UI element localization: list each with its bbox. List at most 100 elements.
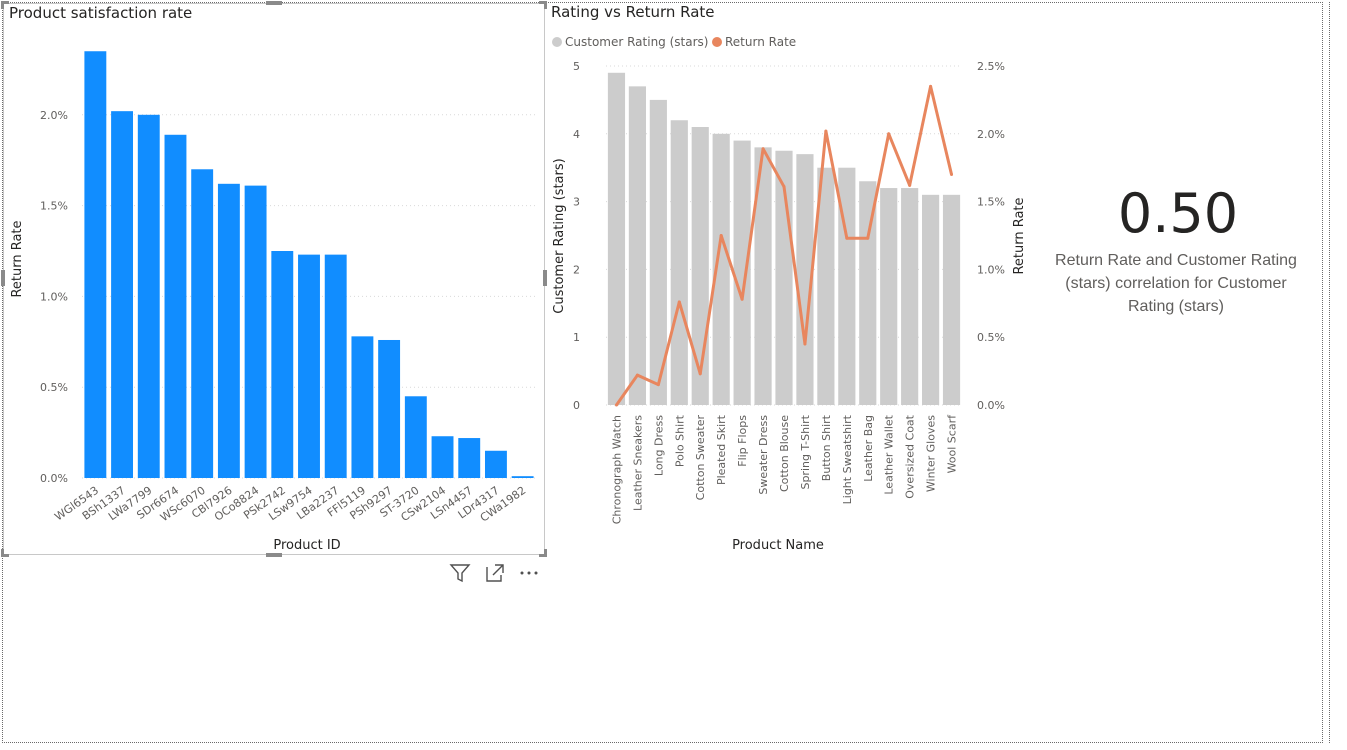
return-rate-point <box>614 403 618 407</box>
rating-bar <box>607 72 626 405</box>
rating-bar <box>942 194 961 405</box>
resize-handle-right[interactable] <box>543 270 547 286</box>
bar <box>217 183 240 479</box>
resize-handle-corner-tr-v[interactable] <box>544 1 547 9</box>
product-satisfaction-visual[interactable]: Product satisfaction rate 0.0% 0.5% 1.0% 1.… <box>3 3 545 555</box>
y-axis-title: Return Rate <box>10 220 25 297</box>
y-left-tick-label: 5 <box>573 60 580 73</box>
resize-handle-corner-tr[interactable] <box>539 1 547 4</box>
resize-handle-corner-bl[interactable] <box>1 554 9 557</box>
x-tick-label: Leather Sneakers <box>631 415 644 511</box>
bar <box>244 185 267 478</box>
y-left-tick-label: 2 <box>573 263 580 276</box>
y-left-tick-label: 3 <box>573 196 580 209</box>
canvas-edge <box>1329 2 1330 743</box>
rating-bar <box>796 154 814 405</box>
filter-icon[interactable] <box>449 562 471 588</box>
x-tick-label: Long Dress <box>652 415 665 476</box>
resize-handle-corner-tl-v[interactable] <box>1 1 4 9</box>
legend: Customer Rating (stars) Return Rate <box>552 35 796 49</box>
x-tick-label: Cotton Sweater <box>694 415 707 501</box>
x-tick-label: Flip Flops <box>736 415 749 467</box>
bar <box>111 111 134 478</box>
visual-header <box>446 562 546 586</box>
y-left-axis-title: Customer Rating (stars) <box>552 158 567 313</box>
correlation-value: 0.50 <box>1117 182 1239 245</box>
resize-handle-top[interactable] <box>266 1 282 5</box>
bar <box>378 339 401 478</box>
rating-bar <box>691 127 709 406</box>
rating-bar <box>733 140 751 405</box>
bar <box>84 51 107 479</box>
x-tick-label: Polo Shirt <box>673 414 686 467</box>
y-right-tick-label: 1.5% <box>977 196 1005 209</box>
resize-handle-corner-tl[interactable] <box>1 1 9 4</box>
rating-bar <box>754 147 772 406</box>
resize-handle-corner-br[interactable] <box>539 554 547 557</box>
x-tick-label: Winter Gloves <box>925 415 938 492</box>
return-rate-point <box>698 372 702 376</box>
x-tick-label: Chronograph Watch <box>610 415 623 524</box>
return-rate-point <box>845 236 849 240</box>
correlation-label: Return Rate and Customer Rating (stars) … <box>1055 252 1297 315</box>
x-tick-label: Wool Scarf <box>946 414 959 474</box>
y-right-axis-title: Return Rate <box>1012 197 1027 274</box>
combo-chart-title: Rating vs Return Rate <box>551 3 715 21</box>
bar <box>324 254 347 478</box>
resize-handle-left[interactable] <box>1 270 5 286</box>
bar <box>351 336 374 478</box>
x-tick-label: Leather Wallet <box>883 414 896 494</box>
visual-title: Product satisfaction rate <box>9 4 193 22</box>
rating-bar <box>880 188 898 405</box>
return-rate-bar-chart: 0.0%0.5%1.0%1.5%2.0%WGl6543BSh1337LWa779… <box>10 51 536 553</box>
focus-mode-icon[interactable] <box>484 562 506 588</box>
rating-bar <box>901 188 919 405</box>
bar <box>191 169 214 478</box>
bar <box>484 450 507 478</box>
x-tick-label: Sweater Dress <box>757 415 770 495</box>
legend-label-rating: Customer Rating (stars) <box>565 35 708 49</box>
bar <box>137 114 160 479</box>
rating-bar <box>922 194 940 405</box>
y-tick-label: 0.5% <box>40 381 68 394</box>
y-left-tick-label: 0 <box>573 399 580 412</box>
x-axis-title: Product ID <box>273 538 340 553</box>
y-tick-label: 2.0% <box>40 109 68 122</box>
y-right-tick-label: 0.0% <box>977 399 1005 412</box>
resize-handle-corner-br-v[interactable] <box>544 549 547 557</box>
bar <box>431 436 454 478</box>
bar <box>271 251 294 478</box>
return-rate-point <box>677 300 681 304</box>
x-tick-label: Pleated Skirt <box>715 414 728 485</box>
return-rate-point <box>635 373 639 377</box>
return-rate-point <box>740 297 744 301</box>
return-rate-point <box>761 147 765 151</box>
return-rate-point <box>950 172 954 176</box>
resize-handle-bottom[interactable] <box>266 553 282 557</box>
rating-bar <box>628 86 646 405</box>
rating-bar <box>649 99 667 406</box>
x-tick-label: Leather Bag <box>862 415 875 482</box>
y-tick-label: 0.0% <box>40 472 68 485</box>
rating-bar <box>838 167 856 405</box>
x-tick-label: Button Shirt <box>820 414 833 481</box>
x-tick-label: Oversized Coat <box>904 414 917 498</box>
y-tick-label: 1.5% <box>40 200 68 213</box>
legend-label-return: Return Rate <box>725 35 796 49</box>
return-rate-point <box>824 129 828 133</box>
x-tick-label: Spring T-Shirt <box>799 414 812 489</box>
rating-bar <box>712 133 730 406</box>
resize-handle-corner-bl-v[interactable] <box>1 549 4 557</box>
report-canvas-border <box>2 2 1323 743</box>
return-rate-point <box>719 234 723 237</box>
bar <box>404 396 427 478</box>
return-rate-point <box>929 84 933 88</box>
more-options-icon[interactable] <box>518 562 540 588</box>
y-right-tick-label: 0.5% <box>977 331 1005 344</box>
x-axis-title: Product Name <box>732 538 824 553</box>
rating-bar <box>670 120 688 406</box>
bar <box>164 134 187 478</box>
y-left-tick-label: 4 <box>573 128 580 141</box>
y-right-tick-label: 2.0% <box>977 128 1005 141</box>
x-tick-label: Cotton Blouse <box>778 415 791 492</box>
